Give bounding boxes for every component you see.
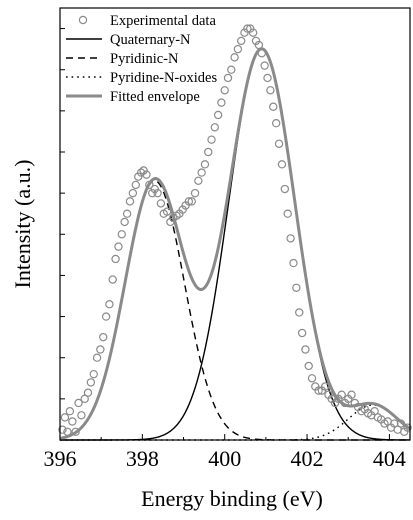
experimental-point bbox=[403, 423, 412, 432]
experimental-point bbox=[283, 209, 292, 218]
legend-label: Fitted envelope bbox=[110, 89, 200, 105]
experimental-point bbox=[269, 102, 278, 111]
experimental-point bbox=[314, 386, 323, 395]
experimental-point bbox=[162, 207, 172, 216]
experimental-point bbox=[187, 197, 196, 206]
experimental-point bbox=[263, 73, 272, 83]
experimental-point bbox=[122, 209, 132, 218]
experimental-point bbox=[307, 374, 317, 383]
experimental-point bbox=[194, 176, 203, 185]
experimental-point bbox=[289, 258, 298, 268]
experimental-point bbox=[295, 308, 304, 317]
experimental-point bbox=[233, 44, 243, 54]
experimental-point bbox=[65, 407, 75, 416]
experimental-point bbox=[89, 369, 98, 379]
experimental-point bbox=[58, 425, 67, 434]
legend-label: Pyridine-N-oxides bbox=[110, 70, 217, 86]
experimental-point bbox=[274, 139, 284, 148]
legend-label: Quaternary-N bbox=[110, 32, 191, 48]
experimental-points bbox=[58, 24, 412, 436]
experimental-point bbox=[210, 123, 220, 132]
experimental-point bbox=[204, 147, 213, 157]
legend: Experimental data Quaternary-N Pyridinic-N… bbox=[66, 13, 217, 105]
experimental-point bbox=[68, 417, 77, 426]
experimental-point bbox=[108, 275, 117, 284]
experimental-point bbox=[230, 53, 239, 62]
experimental-point bbox=[304, 361, 313, 371]
experimental-point bbox=[99, 332, 108, 342]
y-ticks bbox=[60, 28, 65, 400]
experimental-point bbox=[347, 390, 356, 399]
experimental-point bbox=[105, 300, 114, 309]
experimental-point bbox=[86, 378, 96, 387]
experimental-point bbox=[92, 353, 102, 362]
experimental-point bbox=[220, 86, 229, 95]
experimental-point bbox=[117, 230, 126, 239]
experimental-point bbox=[200, 160, 210, 169]
experimental-point bbox=[148, 188, 157, 198]
experimental-point bbox=[145, 180, 154, 190]
legend-marker-circle-icon bbox=[78, 15, 88, 25]
experimental-point bbox=[77, 411, 86, 420]
experimental-point bbox=[280, 184, 290, 194]
experimental-point bbox=[60, 413, 70, 422]
x-tick-label: 398 bbox=[126, 446, 159, 471]
experimental-point bbox=[277, 160, 287, 169]
experimental-point bbox=[320, 382, 330, 391]
experimental-point bbox=[114, 242, 123, 251]
experimental-point bbox=[101, 312, 111, 321]
experimental-point bbox=[197, 168, 206, 177]
experimental-point bbox=[63, 427, 72, 436]
plot-frame bbox=[59, 7, 411, 441]
experimental-point bbox=[271, 118, 281, 128]
experimental-point bbox=[96, 345, 105, 354]
experimental-point bbox=[136, 168, 146, 177]
series-fitted-envelope-line bbox=[59, 47, 411, 440]
experimental-point bbox=[227, 65, 236, 74]
experimental-point bbox=[120, 217, 129, 227]
x-tick-label: 404 bbox=[373, 446, 406, 471]
experimental-point bbox=[223, 73, 233, 83]
experimental-point bbox=[74, 398, 83, 408]
experimental-point bbox=[297, 328, 307, 338]
experimental-point bbox=[266, 86, 275, 95]
experimental-point bbox=[257, 49, 266, 58]
experimental-point bbox=[213, 110, 223, 120]
y-axis-title: Intensity (a.u.) bbox=[10, 160, 35, 289]
x-tick-label: 402 bbox=[291, 446, 324, 471]
x-tick-label: 400 bbox=[208, 446, 241, 471]
experimental-point bbox=[236, 36, 246, 46]
legend-label: Experimental data bbox=[110, 13, 216, 29]
experimental-point bbox=[111, 254, 120, 264]
experimental-point bbox=[71, 427, 80, 436]
experimental-point bbox=[207, 135, 216, 144]
experimental-point bbox=[254, 40, 264, 50]
experimental-point bbox=[286, 234, 295, 243]
experimental-point bbox=[337, 390, 346, 399]
x-ticks: 396 398 400 402 404 bbox=[44, 434, 406, 471]
experimental-point bbox=[396, 419, 406, 428]
series-quaternary-n-line bbox=[60, 48, 410, 441]
experimental-point bbox=[190, 188, 200, 198]
experimental-point bbox=[184, 197, 194, 206]
experimental-point bbox=[125, 197, 135, 206]
experimental-point bbox=[156, 199, 166, 208]
experimental-point bbox=[131, 180, 140, 190]
experimental-point bbox=[260, 61, 269, 70]
experimental-point bbox=[217, 98, 226, 107]
experimental-point bbox=[301, 345, 310, 354]
x-axis-title: Energy binding (eV) bbox=[141, 486, 323, 511]
experimental-point bbox=[243, 24, 252, 33]
experimental-point bbox=[142, 170, 151, 179]
experimental-point bbox=[153, 188, 162, 198]
experimental-point bbox=[292, 283, 301, 292]
experimental-point bbox=[83, 388, 93, 397]
curves bbox=[59, 47, 411, 441]
legend-label: Pyridinic-N bbox=[110, 51, 179, 67]
experimental-point bbox=[248, 28, 258, 37]
experimental-point bbox=[128, 188, 138, 198]
x-tick-label: 396 bbox=[44, 446, 77, 471]
